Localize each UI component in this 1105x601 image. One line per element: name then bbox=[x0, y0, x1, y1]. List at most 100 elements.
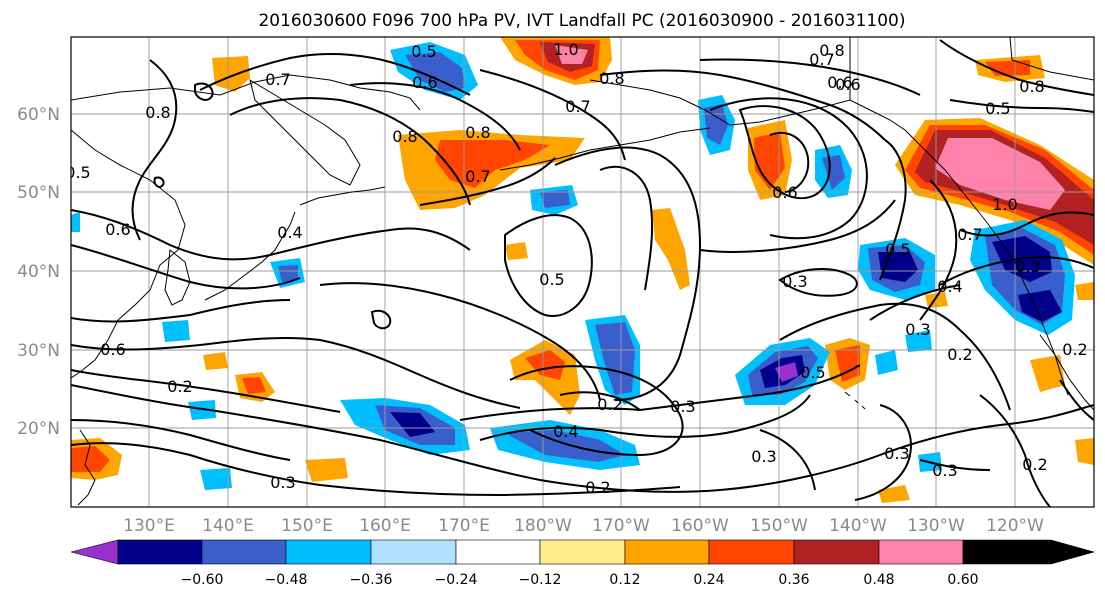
contour-label: 0.2 bbox=[597, 395, 622, 414]
pv-anomaly-region bbox=[525, 350, 565, 380]
contour-line bbox=[419, 157, 556, 206]
contour-label: 0.3 bbox=[751, 447, 776, 466]
contour-line bbox=[479, 394, 811, 441]
contour-label: 0.5 bbox=[985, 99, 1010, 118]
contour-line bbox=[949, 99, 1094, 113]
colorbar-segment bbox=[624, 539, 710, 565]
map-title: 2016030600 F096 700 hPa PV, IVT Landfall… bbox=[258, 11, 905, 31]
coastline-kamchatka bbox=[249, 78, 361, 186]
pv-anomaly-region bbox=[540, 190, 570, 208]
contour-line bbox=[153, 176, 165, 188]
contour-labels: 0.5 0.6 0.7 0.8 1.0 0.8 0.7 0.8 0.7 0.8 … bbox=[65, 40, 1088, 497]
contour-label: 1.0 bbox=[553, 40, 578, 59]
contour-line bbox=[778, 268, 858, 297]
contour-line bbox=[370, 309, 392, 330]
contour-label: 0.8 bbox=[392, 127, 417, 146]
contour-label: 0.6 bbox=[105, 220, 130, 239]
contour-line bbox=[459, 407, 641, 421]
lon-label: 120°W bbox=[986, 516, 1044, 536]
contour-line bbox=[599, 165, 654, 291]
contour-label: 0.2 bbox=[947, 345, 972, 364]
contour-label: 0.2 bbox=[585, 478, 610, 497]
pv-anomaly-region bbox=[278, 265, 298, 282]
contour-line bbox=[131, 59, 178, 241]
contour-label: 0.8 bbox=[599, 69, 624, 88]
pv-anomaly-region bbox=[305, 458, 348, 482]
coastline-korea bbox=[164, 249, 191, 306]
pv-anomaly-region bbox=[71, 446, 110, 472]
lon-label: 130°W bbox=[907, 516, 965, 536]
contour-line bbox=[919, 179, 958, 321]
colorbar-max-extension bbox=[962, 539, 1096, 565]
pv-anomaly-region bbox=[875, 350, 898, 375]
colorbar-segment bbox=[455, 539, 541, 565]
contour-line bbox=[709, 97, 868, 240]
coastline-north-america bbox=[904, 129, 1094, 411]
colorbar-tick-label: 0.36 bbox=[778, 572, 809, 588]
colorbar-segment bbox=[201, 539, 287, 565]
contour-label: 0.7 bbox=[957, 225, 982, 244]
pv-anomaly-region bbox=[905, 330, 932, 352]
contour-label: 0.6 bbox=[100, 340, 125, 359]
contour-label: 0.2 bbox=[1062, 340, 1087, 359]
coastline-siberia bbox=[71, 74, 421, 111]
contour-line bbox=[738, 105, 831, 200]
contour-label: 0.6 bbox=[412, 73, 437, 92]
contour-label: 0.7 bbox=[265, 70, 290, 89]
pv-anomaly-region bbox=[203, 352, 228, 370]
contour-line bbox=[639, 364, 861, 411]
contour-label: 0.3 bbox=[270, 473, 295, 492]
colorbar-segment bbox=[117, 539, 203, 565]
contour-line bbox=[1059, 379, 1094, 421]
contour-line bbox=[199, 53, 471, 96]
pv-anomaly-region bbox=[71, 212, 80, 232]
coastline-aleutians bbox=[499, 127, 711, 171]
contour-line bbox=[504, 214, 593, 317]
contour-label: 0.5 bbox=[885, 240, 910, 259]
colorbar-tick-label: 0.60 bbox=[947, 572, 978, 588]
map-frame bbox=[70, 36, 1095, 508]
contour-line bbox=[479, 69, 626, 161]
contour-label: 0.5 bbox=[411, 42, 436, 61]
pv-anomaly-region bbox=[505, 430, 625, 462]
pv-anomaly-region bbox=[242, 377, 266, 394]
colorbar-segment bbox=[539, 539, 626, 565]
contour-line bbox=[699, 58, 921, 96]
contour-label: 0.3 bbox=[884, 444, 909, 463]
colorbar-segment bbox=[878, 539, 964, 565]
contour-line bbox=[854, 404, 912, 501]
contour-label: 0.3 bbox=[932, 461, 957, 480]
contour-line bbox=[979, 394, 1051, 507]
contour-label: 0.5 bbox=[539, 270, 564, 289]
colorbar-ticks: −0.60 −0.48 −0.36 −0.24 −0.12 0.12 0.24 … bbox=[181, 572, 979, 588]
contour-line bbox=[319, 282, 601, 401]
contour-line bbox=[229, 97, 471, 206]
contour-line bbox=[71, 336, 521, 409]
contour-line bbox=[919, 459, 991, 471]
negative-pv-shading bbox=[71, 42, 1075, 490]
contour-label: 0.3 bbox=[670, 397, 695, 416]
contour-line bbox=[939, 39, 1094, 96]
lat-label: 40°N bbox=[17, 262, 60, 282]
contour-line bbox=[959, 211, 1094, 237]
contour-line bbox=[769, 132, 810, 193]
coastline-alaska bbox=[589, 79, 906, 131]
pv-anomaly-region bbox=[200, 468, 232, 490]
lon-label: 150°E bbox=[281, 516, 333, 536]
colorbar-tick-label: −0.60 bbox=[181, 572, 224, 588]
coastline-east-asia bbox=[71, 129, 186, 379]
colorbar-tick-label: −0.12 bbox=[519, 572, 562, 588]
lon-label: 180°W bbox=[514, 516, 572, 536]
graticule bbox=[71, 37, 1094, 507]
colorbar-segment bbox=[370, 539, 457, 565]
colorbar-tick-label: 0.24 bbox=[693, 572, 724, 588]
colorbar bbox=[70, 539, 1096, 565]
colorbar-segment bbox=[708, 539, 795, 565]
pv-anomaly-region bbox=[188, 400, 216, 420]
contour-label: 0.5 bbox=[65, 163, 90, 182]
contour-line bbox=[194, 82, 214, 101]
contour-label: 0.4 bbox=[937, 277, 962, 296]
contour-label: 0.7 bbox=[565, 97, 590, 116]
colorbar-tick-label: 0.12 bbox=[609, 572, 640, 588]
contour-label: 0.8 bbox=[1019, 77, 1044, 96]
